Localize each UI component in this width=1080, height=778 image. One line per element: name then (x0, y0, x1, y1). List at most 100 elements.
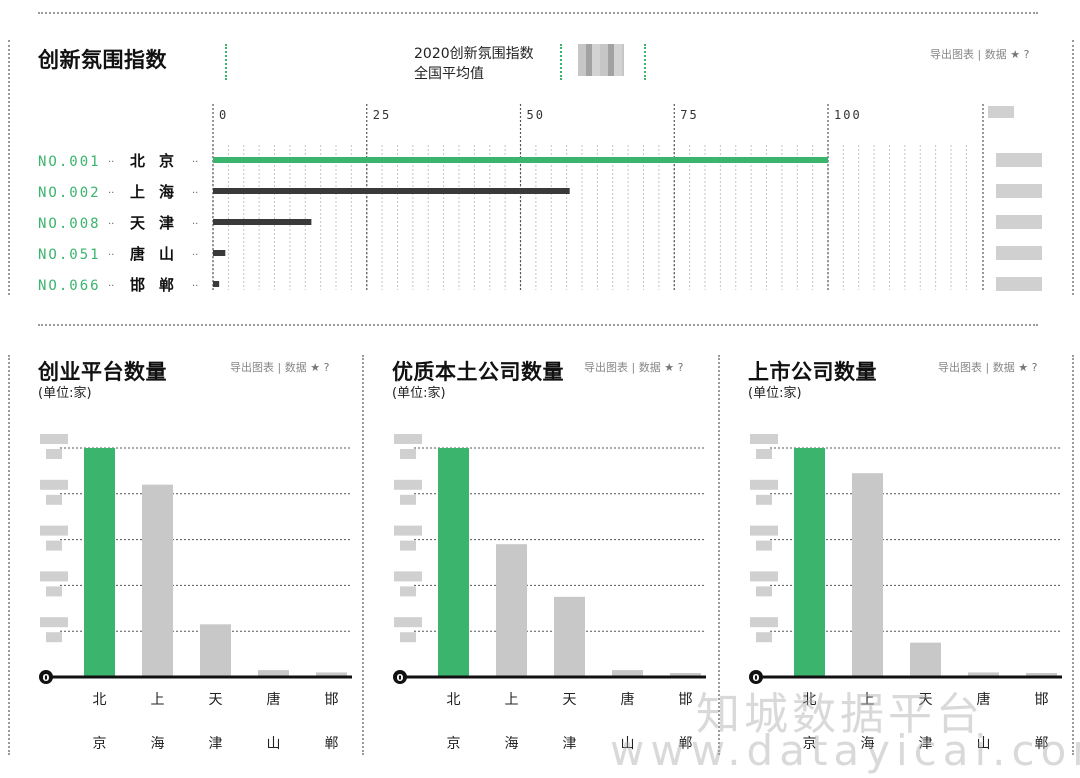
blurred-tick (750, 571, 778, 582)
bar-唐山 (612, 670, 643, 677)
blurred-tick (400, 494, 416, 505)
blurred-tick (394, 434, 422, 444)
rank-label: NO.008 (38, 216, 101, 232)
toolbar-panel-1: 导出图表 | 数据 ★ ? (230, 359, 329, 375)
bar-唐山 (968, 672, 999, 677)
bar-邯郸 (670, 673, 701, 677)
bar-上海 (496, 544, 527, 677)
x-label-char: 天 (563, 692, 577, 708)
blurred-tick (756, 494, 772, 505)
blurred-tick (756, 632, 772, 643)
toolbar-panel-3: 导出图表 | 数据 ★ ? (938, 359, 1037, 375)
left-border-bottom (8, 355, 10, 755)
rank-label: NO.002 (38, 185, 101, 201)
leader-dots: ·· (108, 188, 114, 199)
x-label-char: 邯 (325, 692, 339, 708)
legend-average-swatch (578, 44, 624, 76)
star-icon[interactable]: ★ (1018, 361, 1029, 374)
right-border-bottom (1072, 355, 1074, 755)
zero-marker (749, 670, 763, 684)
x-label-char: 京 (803, 736, 817, 752)
help-icon[interactable]: ? (1031, 361, 1038, 374)
bar-天津 (910, 642, 941, 677)
blurred-score (996, 215, 1042, 229)
bar-天津 (200, 624, 231, 677)
bar-上海 (852, 473, 883, 677)
panel-2-title: 优质本土公司数量 (392, 360, 564, 384)
star-icon[interactable]: ★ (664, 361, 675, 374)
x-label-char: 郸 (1035, 736, 1049, 752)
x-label-char: 上 (505, 692, 519, 708)
leader-dots: ·· (192, 219, 198, 230)
x-label-char: 上 (861, 692, 875, 708)
data-link[interactable]: 数据 (638, 361, 661, 374)
star-icon[interactable]: ★ (1010, 48, 1021, 61)
watermark-en: www.datayicai.com (610, 726, 1080, 775)
x-label-char: 京 (93, 736, 107, 752)
x-label-char: 北 (447, 692, 461, 708)
blurred-tick (750, 525, 778, 536)
listed-companies-chart: 北京 上海 天津 唐山 邯郸 0 (749, 434, 1062, 752)
x-label-char: 邯 (1035, 692, 1049, 708)
blurred-tick (756, 449, 772, 459)
bar-唐山 (213, 250, 226, 256)
bar-北京 (84, 448, 115, 677)
zero-marker (39, 670, 53, 684)
x-label-char: 郸 (679, 736, 693, 752)
left-border-top (8, 40, 10, 295)
blurred-tick (750, 617, 778, 628)
blurred-tick (46, 632, 62, 643)
blurred-value (988, 106, 1014, 118)
x-tick-label: 0 (219, 108, 228, 122)
help-icon[interactable]: ? (1023, 48, 1030, 61)
export-chart-link[interactable]: 导出图表 (938, 361, 982, 374)
bar-上海 (213, 188, 570, 194)
panel-1-title: 创业平台数量 (38, 360, 167, 384)
bar-唐山 (258, 670, 289, 677)
zero-marker (393, 670, 407, 684)
bar-北京 (213, 157, 828, 163)
blurred-tick (400, 540, 416, 551)
bar-上海 (142, 484, 173, 677)
help-icon[interactable]: ? (677, 361, 684, 374)
legend-divider-mid (560, 44, 562, 80)
panel-2-unit: (单位:家) (392, 386, 446, 401)
data-link[interactable]: 数据 (984, 48, 1007, 61)
right-border-top (1072, 40, 1074, 295)
city-label: 天津 (130, 214, 188, 232)
rank-label: NO.001 (38, 154, 101, 170)
startup-platforms-chart: 北京 上海 天津 唐山 邯郸 0 (39, 434, 352, 752)
legend-divider-right (644, 44, 646, 80)
blurred-tick (400, 449, 416, 459)
blurred-score (996, 153, 1042, 167)
x-label-char: 北 (93, 692, 107, 708)
x-label-char: 京 (447, 736, 461, 752)
blurred-tick (40, 571, 68, 582)
leader-dots: ·· (192, 250, 198, 261)
star-icon[interactable]: ★ (310, 361, 321, 374)
innovation-index-chart: 0 25 50 75 100 NO.001 ·· 北京 ·· NO.002 ·· 上海 ·· NO.008… (38, 104, 1042, 294)
blurred-tick (400, 586, 416, 597)
x-label-char: 海 (861, 736, 875, 752)
panel-3-unit: (单位:家) (748, 386, 802, 401)
zero-label: 0 (753, 673, 760, 684)
blurred-score (996, 184, 1042, 198)
x-label-char: 天 (209, 692, 223, 708)
export-chart-link[interactable]: 导出图表 (584, 361, 628, 374)
blurred-tick (394, 525, 422, 536)
toolbar-panel-2: 导出图表 | 数据 ★ ? (584, 359, 683, 375)
data-link[interactable]: 数据 (284, 361, 307, 374)
tool-separator: | (277, 361, 282, 374)
panel-3-title: 上市公司数量 (748, 360, 877, 384)
x-label-char: 郸 (325, 736, 339, 752)
export-chart-link[interactable]: 导出图表 (930, 48, 974, 61)
x-label-char: 津 (563, 736, 577, 752)
data-link[interactable]: 数据 (992, 361, 1015, 374)
blurred-tick (394, 617, 422, 628)
export-chart-link[interactable]: 导出图表 (230, 361, 274, 374)
bar-天津 (213, 219, 312, 225)
help-icon[interactable]: ? (323, 361, 330, 374)
middle-divider (38, 324, 1038, 326)
divider-panel-2-3 (718, 355, 720, 755)
zero-label: 0 (43, 673, 50, 684)
